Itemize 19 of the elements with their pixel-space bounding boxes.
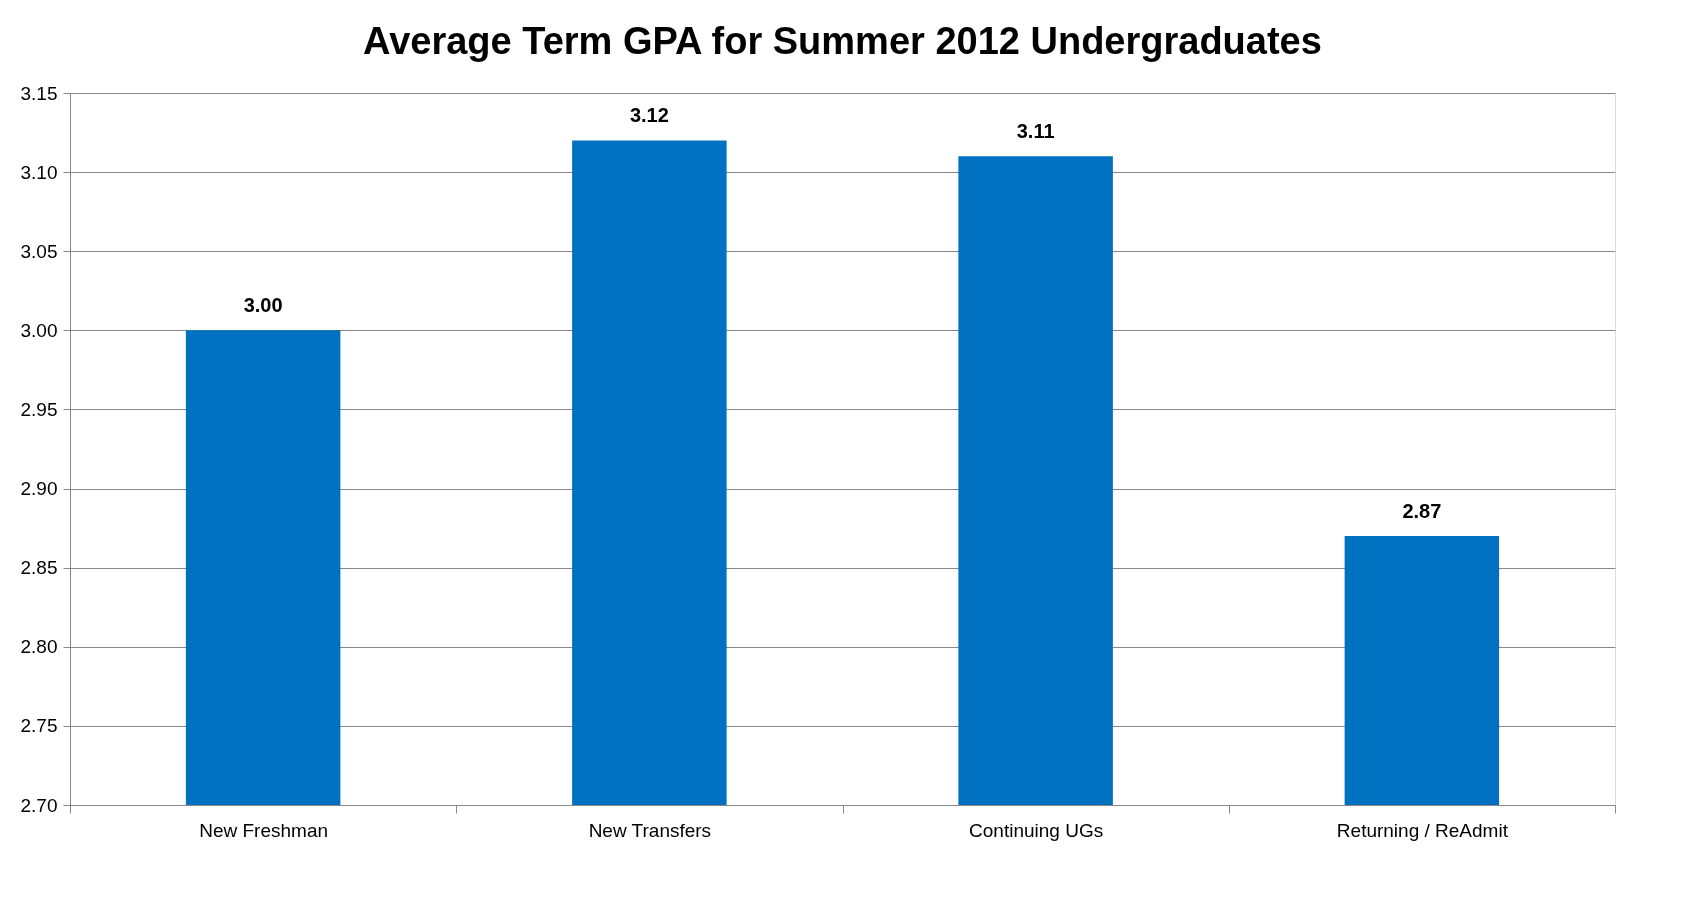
y-tick-label: 2.70 bbox=[20, 794, 58, 816]
x-tick-label: New Transfers bbox=[588, 819, 712, 841]
data-label: 3.11 bbox=[1016, 120, 1055, 143]
x-tick-label: New Freshman bbox=[199, 819, 329, 841]
x-tick-label: Returning / ReAdmit bbox=[1336, 819, 1509, 841]
y-tick-label: 2.85 bbox=[20, 557, 58, 579]
data-label: 3.12 bbox=[629, 104, 669, 127]
y-tick-label: 3.05 bbox=[20, 240, 58, 262]
y-tick-label: 2.75 bbox=[20, 715, 58, 737]
y-tick-label: 3.00 bbox=[20, 319, 58, 341]
x-tick-label: Continuing UGs bbox=[969, 819, 1104, 841]
y-tick-label: 2.80 bbox=[20, 636, 58, 658]
data-label: 3.00 bbox=[243, 294, 283, 317]
y-tick-label: 2.95 bbox=[20, 398, 58, 420]
data-label: 2.87 bbox=[1402, 500, 1442, 523]
chart-title: Average Term GPA for Summer 2012 Undergraduates bbox=[363, 20, 1322, 62]
y-tick-label: 2.90 bbox=[20, 478, 58, 500]
y-tick-label: 3.10 bbox=[20, 161, 58, 183]
y-tick-label: 3.15 bbox=[20, 82, 58, 104]
